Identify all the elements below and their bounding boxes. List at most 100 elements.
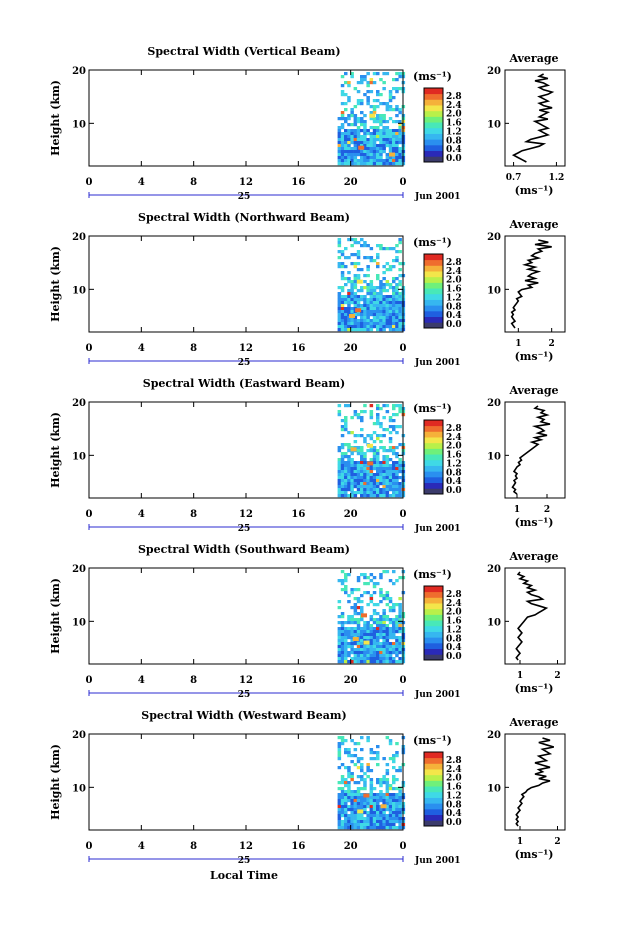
heatmap-cell [363, 470, 367, 474]
heatmap-cell [350, 325, 354, 329]
heatmap-cell [356, 81, 361, 85]
heatmap-cell [363, 624, 367, 628]
heatmap-cell [360, 129, 364, 133]
heatmap-cell [340, 138, 345, 142]
heatmap-cell [344, 298, 348, 302]
heatmap-cell [372, 431, 377, 435]
heatmap-cell [369, 654, 374, 658]
heatmap-cell [398, 826, 402, 830]
heatmap-cell [347, 618, 351, 622]
heatmap-cell [382, 428, 386, 432]
heatmap-cell [363, 630, 367, 634]
heatmap-cell [372, 787, 377, 791]
heatmap-cell [379, 153, 383, 157]
x-tick-label: 0 [400, 841, 407, 852]
colorbar-swatch [424, 774, 443, 781]
heatmap-cell [337, 144, 342, 148]
colorbar-tick-label: 1.2 [446, 459, 462, 469]
heatmap-cell [388, 446, 393, 450]
colorbar-tick-label: 0.4 [446, 809, 462, 819]
heatmap-cell [344, 256, 348, 260]
heatmap-cell [350, 642, 354, 646]
heatmap-cell [350, 606, 354, 610]
heatmap-cell [398, 660, 402, 664]
day-label: 25 [238, 524, 251, 534]
heatmap-cell [347, 799, 351, 803]
heatmap-cell [363, 241, 367, 245]
heatmap-cell [360, 102, 364, 106]
heatmap-cell [350, 292, 354, 296]
heatmap-cell [366, 651, 370, 655]
colorbar-swatch [424, 642, 443, 650]
heatmap-cell [363, 123, 367, 127]
heatmap-cell [353, 491, 358, 495]
heatmap-cell [353, 162, 358, 166]
heatmap-cell [347, 796, 351, 800]
heatmap-cell [385, 494, 390, 498]
heatmap-cell [369, 111, 374, 115]
heatmap-cell [356, 793, 361, 797]
colorbar-swatches [424, 254, 443, 329]
heatmap-cell [344, 639, 348, 643]
heatmap-cell [366, 129, 370, 133]
x-tick-label: 0 [400, 343, 407, 354]
heatmap-cell [366, 301, 370, 305]
heatmap-cell [376, 328, 380, 332]
heatmap-cell [395, 621, 399, 625]
x-tick-label: 0 [400, 177, 407, 188]
heatmap-cell [392, 446, 396, 450]
heatmap-cell [398, 156, 402, 160]
heatmap-cell [340, 250, 345, 254]
colorbar-tick-label: 2.8 [446, 756, 462, 766]
heatmap-cell [379, 642, 383, 646]
heatmap-cell [353, 811, 358, 815]
heatmap-cell [347, 600, 351, 604]
heatmap-cell [363, 153, 367, 157]
heatmap-cell [356, 446, 361, 450]
heatmap-cell [369, 319, 374, 323]
heatmap-cell [392, 621, 396, 625]
heatmap-cell [363, 126, 367, 130]
panel-title: Spectral Width (Vertical Beam) [147, 45, 340, 58]
heatmap-cell [360, 639, 364, 643]
heatmap-cell [363, 802, 367, 806]
heatmap-cell [337, 262, 342, 266]
heatmap-cell [376, 479, 380, 483]
heatmap-cell [398, 404, 402, 408]
heatmap-cell [347, 138, 351, 142]
heatmap-cell [388, 310, 393, 314]
heatmap-hotspot [355, 308, 362, 313]
heatmap-cell [360, 799, 364, 803]
average-x-label: (ms⁻¹) [515, 184, 554, 197]
heatmap-cell [350, 754, 354, 758]
heatmap-cell [372, 458, 377, 462]
heatmap-cell [379, 576, 383, 580]
heatmap-cell [356, 802, 361, 806]
heatmap-cell [376, 461, 380, 465]
y-axis-label: Height (km) [49, 744, 62, 820]
heatmap-cell [337, 494, 342, 498]
heatmap-cell [366, 633, 370, 637]
heatmap-cell [337, 805, 342, 809]
heatmap-cell [366, 473, 370, 477]
heatmap-cell [382, 159, 386, 163]
heatmap-cell [369, 805, 374, 809]
heatmap-cell [385, 319, 390, 323]
heatmap-cell [388, 739, 393, 743]
heatmap-cell [382, 624, 386, 628]
heatmap-cell [353, 612, 358, 616]
heatmap-cell [350, 772, 354, 776]
heatmap-cell [337, 147, 342, 151]
heatmap-cell [382, 609, 386, 613]
heatmap-cell [395, 645, 399, 649]
heatmap-cell [356, 313, 361, 317]
heatmap-cell [385, 778, 390, 782]
heatmap-cell [363, 307, 367, 311]
heatmap-cell [382, 826, 386, 830]
heatmap-cell [369, 615, 374, 619]
heatmap-cell [398, 799, 402, 803]
heatmap-cell [382, 639, 386, 643]
heatmap-cell [379, 633, 383, 637]
heatmap-cell [347, 751, 351, 755]
heatmap-cell [376, 633, 380, 637]
